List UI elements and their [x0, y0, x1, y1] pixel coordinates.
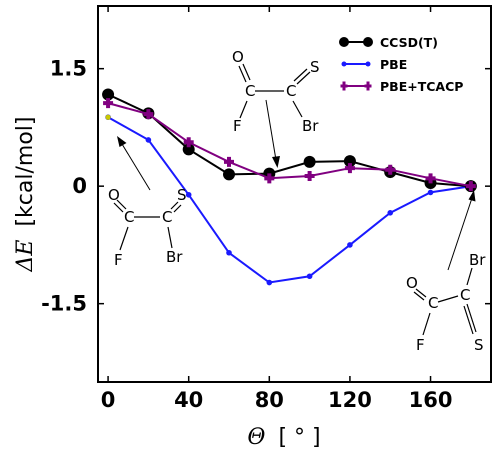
y-tick-label: 1.5: [50, 57, 87, 81]
mol-top-atom-f: F: [233, 117, 242, 135]
data-point-pbe: [226, 249, 232, 256]
series-line-ccsd-t: [107, 93, 471, 188]
legend-marker-ccsdt: [339, 37, 349, 47]
x-tick-label: 160: [409, 388, 453, 412]
x-axis-unit: [ ° ]: [278, 425, 320, 450]
mol-right-atom-c2: C: [460, 286, 470, 304]
legend-marker-ccsdt: [363, 37, 373, 47]
data-point-ccsd-t: [182, 143, 195, 156]
legend-marker-pbe: [365, 61, 371, 67]
data-point-pbe-tcacp: [344, 163, 355, 174]
mol-right-atom-br: Br: [469, 251, 486, 269]
mol-left-atom-c1: C: [124, 208, 134, 226]
legend-marker-pbe: [341, 61, 347, 67]
mol-right-atom-c1: C: [428, 294, 438, 312]
mol-top-bonds: [238, 63, 311, 119]
mol-left-atom-c2: C: [162, 208, 172, 226]
data-point-pbe-tcacp: [264, 173, 275, 184]
y-axis-unit: [kcal/mol]: [13, 117, 38, 227]
mol-left-arrow: [117, 136, 151, 191]
data-point-pbe: [347, 242, 353, 248]
mol-top-atom-s: S: [310, 58, 320, 76]
data-point-ccsd-t: [303, 155, 316, 168]
y-axis-label: ΔE [kcal/mol]: [13, 117, 38, 273]
y-tick-label: 0: [72, 174, 87, 198]
data-point-pbe: [427, 189, 434, 196]
legend-marker-pbe-tcacp: [364, 81, 372, 91]
mol-left-atom-br: Br: [166, 248, 183, 266]
data-point-pbe-tcacp: [465, 181, 476, 192]
x-axis-symbol: Θ: [247, 425, 265, 450]
data-point-ccsd-t: [223, 168, 235, 181]
mol-top-atom-c1: C: [245, 82, 255, 100]
x-axis-ticks: 0 40 80 120 160: [101, 6, 453, 412]
legend-label-pbe: PBE: [380, 57, 407, 72]
data-point-pbe-tcacp: [103, 98, 114, 109]
legend-label-ccsdt: CCSD(T): [380, 35, 438, 50]
mol-top-atom-o: O: [232, 48, 244, 66]
x-axis-label: Θ [ ° ]: [247, 425, 320, 450]
legend-marker-pbe-tcacp: [340, 81, 348, 91]
data-point-ccsd-t: [102, 88, 115, 101]
series-line-pbe-tcacp: [107, 102, 471, 188]
legend: CCSD(T) PBE PBE+TCACP: [339, 35, 463, 94]
data-point-pbe-tcacp: [425, 173, 436, 184]
mol-top-atom-c2: C: [286, 82, 296, 100]
data-point-pbe-tcacp: [183, 137, 194, 148]
mol-left-atom-f: F: [114, 251, 123, 269]
data-point-pbe-tcacp: [224, 156, 234, 167]
data-point-ccsd-t: [343, 155, 356, 168]
mol-right-atom-s: S: [474, 336, 484, 354]
data-point-pbe-tcacp: [143, 109, 154, 120]
data-point-highlight: [105, 114, 111, 120]
plot-frame: [97, 5, 492, 383]
data-point-pbe-tcacp: [385, 164, 396, 175]
molecule-right: Br O C C F S: [406, 190, 486, 354]
data-point-pbe: [266, 279, 273, 286]
data-point-pbe: [387, 210, 394, 216]
x-tick-label: 120: [328, 388, 372, 412]
data-point-pbe: [185, 191, 192, 198]
x-tick-label: 80: [255, 388, 284, 412]
x-tick-label: 40: [174, 388, 203, 412]
mol-left-atom-o: O: [108, 186, 120, 204]
series-line-pbe: [107, 116, 471, 284]
data-point-pbe-tcacp: [304, 170, 315, 181]
mol-left-bonds: [113, 199, 182, 251]
mol-top-arrow: [265, 99, 280, 168]
y-tick-label: -1.5: [41, 292, 87, 316]
mol-right-arrow: [447, 190, 476, 271]
molecule-left: O S C C F Br: [108, 136, 187, 269]
y-axis-ticks: 1.5 0 -1.5: [41, 57, 491, 316]
molecule-top: O S C C F Br: [232, 48, 320, 168]
y-axis-symbol: ΔE: [13, 240, 38, 273]
data-point-pbe: [145, 137, 152, 143]
mol-top-atom-br: Br: [302, 117, 319, 135]
mol-right-atom-f: F: [416, 336, 425, 354]
x-tick-label: 0: [101, 388, 116, 412]
mol-right-bonds: [413, 267, 477, 336]
legend-label-pbe-tcacp: PBE+TCACP: [380, 79, 463, 94]
series-layer: [102, 88, 477, 286]
mol-left-atom-s: S: [177, 186, 187, 204]
mol-right-atom-o: O: [406, 274, 418, 292]
data-point-pbe: [306, 273, 313, 280]
